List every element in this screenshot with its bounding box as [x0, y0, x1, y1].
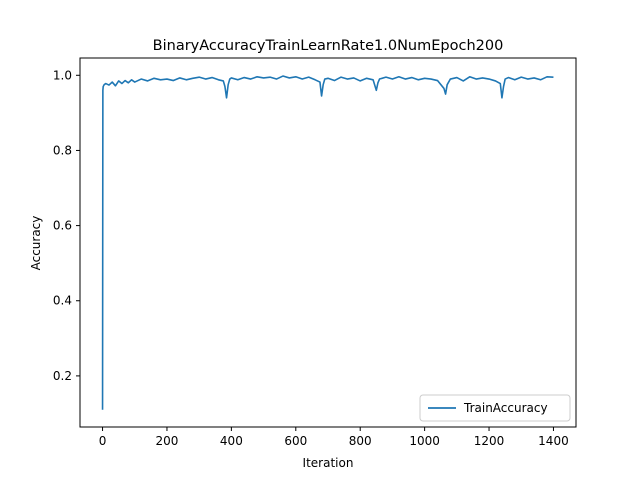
x-tick-label: 0 [99, 434, 107, 448]
y-tick-label: 0.8 [53, 143, 72, 157]
y-tick-label: 1.0 [53, 68, 72, 82]
legend: TrainAccuracy [419, 394, 571, 422]
series-line-0 [101, 75, 554, 410]
axis-ticks: 0 200 400 600 800 1000 1200 1400 0.2 0.4 0.6 0.8 1.0 [53, 68, 569, 448]
plot-area [79, 57, 577, 428]
x-tick-label: 1200 [474, 434, 505, 448]
y-tick-label: 0.6 [53, 219, 72, 233]
x-axis-label: Iteration [303, 456, 354, 470]
x-tick-label: 1400 [538, 434, 569, 448]
y-tick-label: 0.4 [53, 294, 72, 308]
x-tick-label: 200 [156, 434, 179, 448]
legend-label: TrainAccuracy [463, 401, 548, 415]
y-axis-label: Accuracy [29, 216, 43, 271]
x-tick-label: 800 [349, 434, 372, 448]
y-tick-label: 0.2 [53, 369, 72, 383]
x-tick-label: 1000 [409, 434, 440, 448]
axes-frame [79, 57, 577, 428]
chart-title: BinaryAccuracyTrainLearnRate1.0NumEpoch2… [153, 38, 504, 54]
x-tick-label: 400 [220, 434, 243, 448]
legend-box [419, 394, 571, 422]
x-tick-label: 600 [284, 434, 307, 448]
